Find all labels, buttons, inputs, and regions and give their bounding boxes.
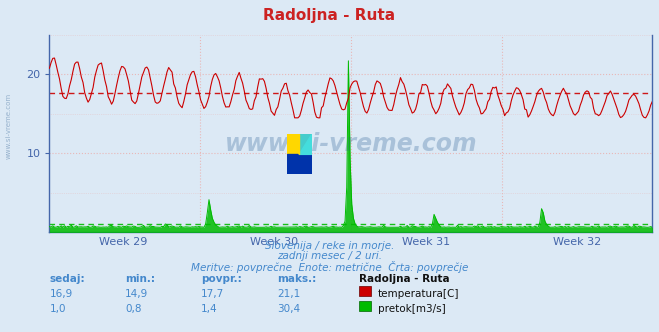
Text: 0,8: 0,8 (125, 304, 142, 314)
Text: Radoljna - Ruta: Radoljna - Ruta (359, 274, 450, 284)
Text: min.:: min.: (125, 274, 156, 284)
Polygon shape (287, 134, 299, 154)
Text: 21,1: 21,1 (277, 289, 300, 299)
Text: maks.:: maks.: (277, 274, 316, 284)
Text: 14,9: 14,9 (125, 289, 148, 299)
Text: www.si-vreme.com: www.si-vreme.com (225, 131, 477, 155)
Text: povpr.:: povpr.: (201, 274, 242, 284)
Text: 1,4: 1,4 (201, 304, 217, 314)
Text: www.si-vreme.com: www.si-vreme.com (5, 93, 11, 159)
Text: 16,9: 16,9 (49, 289, 72, 299)
Text: 1,0: 1,0 (49, 304, 66, 314)
Polygon shape (287, 154, 312, 174)
Text: temperatura[C]: temperatura[C] (378, 289, 459, 299)
Polygon shape (299, 134, 312, 154)
Text: Meritve: povprečne  Enote: metrične  Črta: povprečje: Meritve: povprečne Enote: metrične Črta:… (191, 261, 468, 273)
Text: sedaj:: sedaj: (49, 274, 85, 284)
Text: Slovenija / reke in morje.: Slovenija / reke in morje. (265, 241, 394, 251)
Text: 17,7: 17,7 (201, 289, 224, 299)
Polygon shape (287, 134, 299, 154)
Polygon shape (299, 134, 312, 154)
Text: zadnji mesec / 2 uri.: zadnji mesec / 2 uri. (277, 251, 382, 261)
Text: 30,4: 30,4 (277, 304, 300, 314)
Text: pretok[m3/s]: pretok[m3/s] (378, 304, 445, 314)
Text: Radoljna - Ruta: Radoljna - Ruta (264, 8, 395, 23)
